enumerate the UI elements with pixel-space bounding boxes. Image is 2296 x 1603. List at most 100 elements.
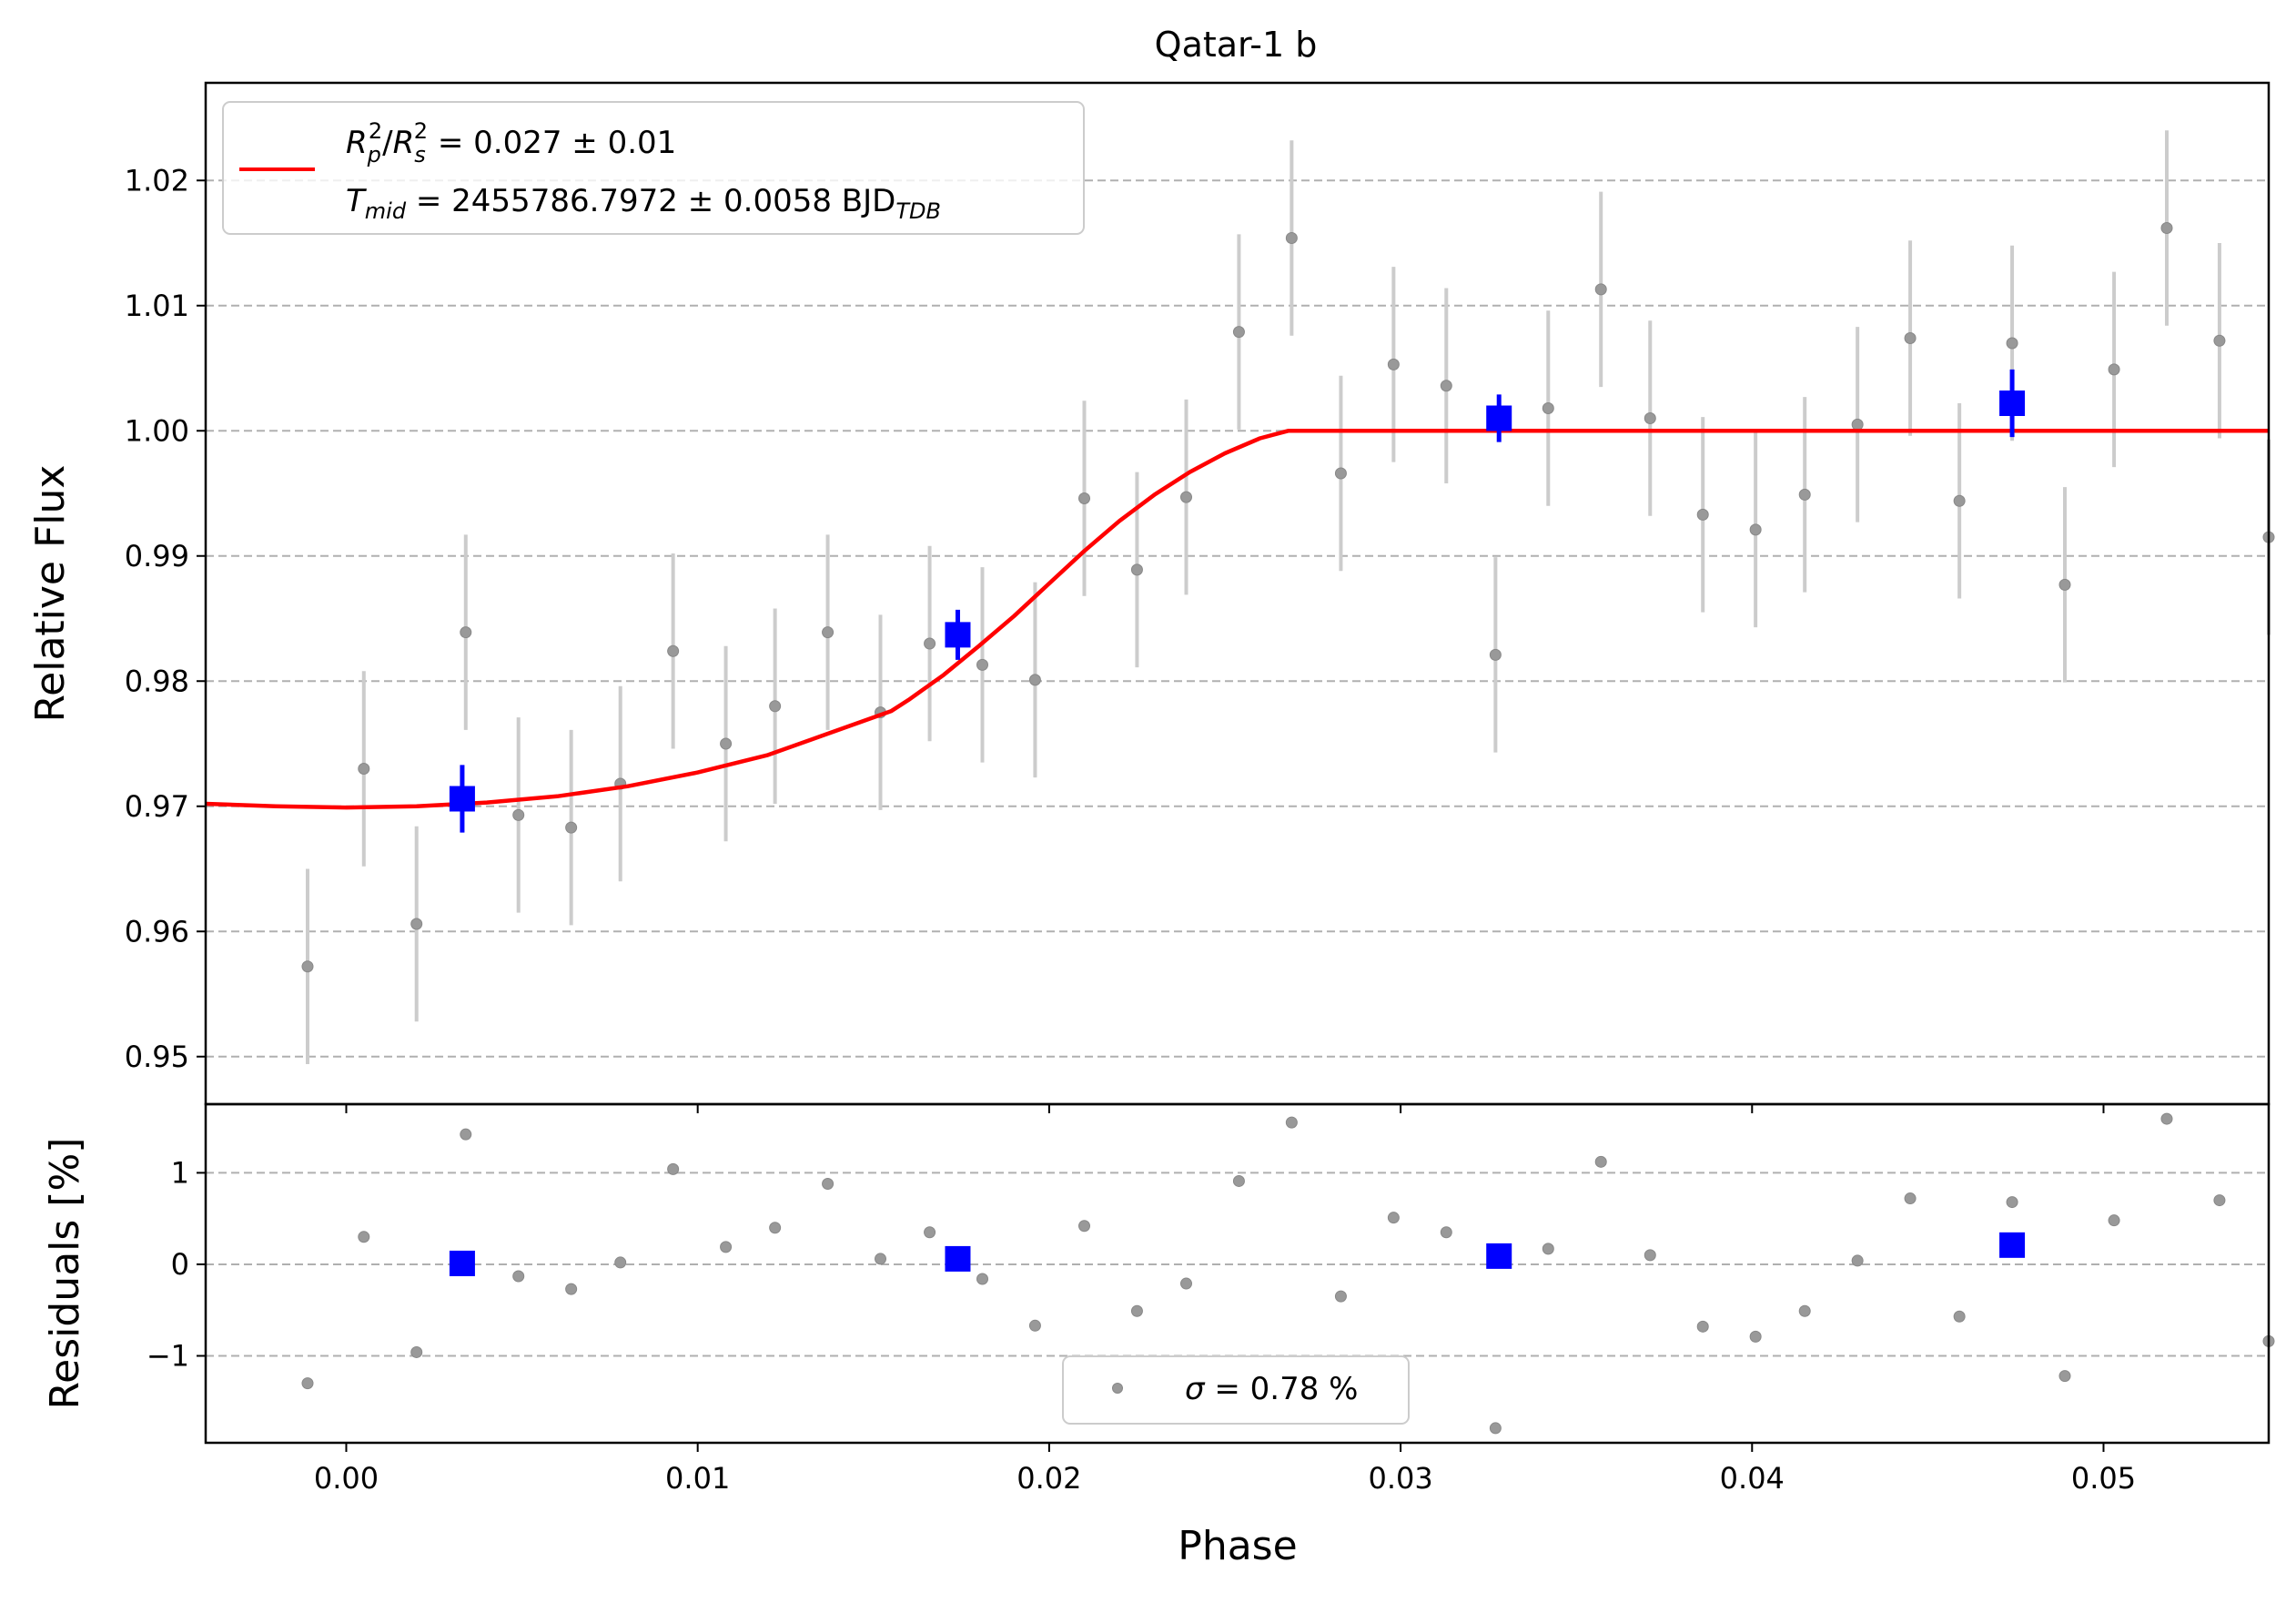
top-binned-points: [449, 369, 2026, 833]
data-point: [1130, 563, 1143, 576]
top-y-tick-label: 1.02: [125, 163, 189, 198]
data-point: [1387, 358, 1400, 370]
top-y-tick-label: 0.95: [125, 1040, 189, 1074]
binned-point: [449, 786, 475, 812]
residual-point: [2058, 1370, 2071, 1383]
residual-point: [1904, 1192, 1917, 1205]
legend-rp-sub: p: [367, 142, 381, 167]
binned-point: [945, 622, 971, 648]
bottom-x-tick-label: 0.04: [1720, 1461, 1785, 1496]
legend-sigma-value: = 0.78 %: [1205, 1371, 1359, 1407]
x-axis-label: Phase: [1178, 1523, 1297, 1569]
residual-point: [1078, 1220, 1091, 1233]
legend-rs-symbol: R: [393, 125, 415, 161]
legend-t-unit-sub: TDB: [895, 198, 941, 224]
data-point: [720, 737, 733, 750]
residual-point: [614, 1256, 627, 1269]
bottom-x-tick-label: 0.02: [1017, 1461, 1081, 1496]
legend-rp-symbol: R: [346, 125, 368, 161]
residual-point: [924, 1226, 936, 1239]
residual-point: [1285, 1116, 1298, 1129]
residual-point: [1489, 1422, 1502, 1435]
legend-rs-sup: 2: [414, 118, 428, 144]
legend-rs-sub: s: [414, 142, 426, 167]
top-y-tick-label: 1.00: [125, 413, 189, 448]
data-point: [1334, 467, 1347, 480]
bottom-legend-box: [1062, 1355, 1410, 1425]
bottom-x-tick-label: 0.01: [665, 1461, 730, 1496]
data-point: [822, 626, 834, 639]
model-curve: [205, 429, 2269, 810]
bottom-legend: σ = 0.78 %: [1062, 1355, 1410, 1425]
residual-point: [1644, 1249, 1656, 1262]
legend-rp-value: = 0.027 ± 0.01: [428, 125, 676, 161]
top-y-tick-label: 0.96: [125, 914, 189, 949]
data-point: [2108, 363, 2120, 376]
top-y-axis-label: Relative Flux: [27, 465, 74, 723]
residual-point: [1798, 1304, 1811, 1317]
top-model-curve: [205, 429, 2269, 810]
residual-point: [1749, 1330, 1762, 1343]
data-point: [301, 960, 314, 973]
top-y-ticks: 0.95 0.96 0.97 0.98 0.99 1.00 1.01 1.02: [125, 163, 206, 1074]
residual-point: [565, 1283, 578, 1295]
legend-sigma: σ: [1185, 1371, 1206, 1407]
bottom-y-axis-label: Residuals [%]: [42, 1138, 88, 1410]
residual-point: [769, 1222, 782, 1234]
residual-point: [410, 1345, 423, 1358]
residual-point: [1180, 1277, 1193, 1290]
data-point: [2058, 578, 2071, 591]
data-point: [1232, 326, 1245, 339]
residual-point: [1696, 1320, 1709, 1333]
legend-rp-sup: 2: [369, 118, 382, 144]
top-y-tick-label: 1.01: [125, 289, 189, 323]
residual-point: [1232, 1174, 1245, 1187]
data-point: [410, 918, 423, 930]
bottom-binned-points: [449, 1232, 2026, 1276]
data-point: [1489, 648, 1502, 661]
bottom-y-tick-label: 1: [171, 1155, 189, 1190]
residual-point: [2160, 1112, 2173, 1125]
data-point: [1028, 674, 1041, 686]
residual-point: [301, 1377, 314, 1390]
bottom-y-ticks: −1 0 1: [147, 1155, 206, 1373]
legend-rp-rs: Rp2/Rs2 = 0.027 ± 0.01: [346, 118, 676, 167]
data-point: [1180, 491, 1193, 503]
top-data-points: [301, 222, 2275, 973]
data-point: [1594, 283, 1607, 296]
residual-point: [1542, 1243, 1554, 1255]
bottom-residual-points: [301, 1112, 2275, 1435]
top-y-tick-label: 0.98: [125, 664, 189, 698]
data-point: [976, 658, 989, 671]
residual-point: [1851, 1254, 1864, 1267]
residual-point: [1028, 1319, 1041, 1332]
data-point: [1644, 412, 1656, 424]
bottom-legend-text: σ = 0.78 %: [1185, 1371, 1358, 1407]
residual-point: [1594, 1155, 1607, 1168]
binned-point: [1999, 391, 2026, 416]
data-point: [1440, 380, 1452, 392]
residual-point: [1953, 1310, 1966, 1323]
data-point: [924, 637, 936, 650]
residual-point: [2006, 1196, 2018, 1209]
top-y-tick-label: 0.99: [125, 539, 189, 573]
top-x-ticks: [345, 1104, 2105, 1113]
residual-point: [512, 1270, 525, 1283]
legend-tmid: Tmid = 2455786.7972 ± 0.0058 BJDTDB: [346, 183, 941, 224]
residual-point: [1387, 1212, 1400, 1224]
data-point: [1285, 232, 1298, 244]
data-point: [1851, 418, 1864, 431]
binned-point: [1486, 405, 1512, 431]
data-point: [358, 763, 370, 775]
bottom-panel-frame: [204, 1102, 2271, 1445]
binned-residual-point: [1999, 1232, 2026, 1258]
data-point: [1078, 492, 1091, 504]
residual-point: [976, 1273, 989, 1285]
data-point: [769, 700, 782, 713]
data-point: [460, 626, 472, 639]
data-point: [1542, 402, 1554, 414]
data-point: [2160, 222, 2173, 234]
binned-residual-point: [449, 1250, 475, 1276]
residual-point: [2213, 1194, 2226, 1207]
